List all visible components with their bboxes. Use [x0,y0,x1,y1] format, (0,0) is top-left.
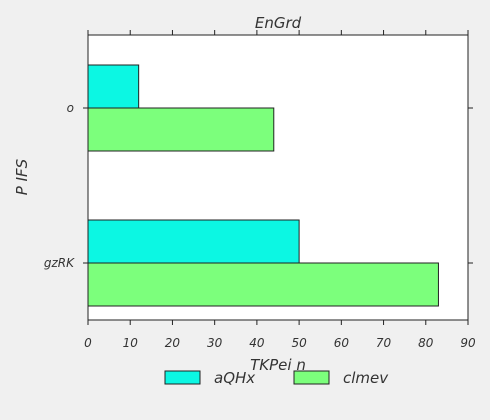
x-tick-label: 30 [207,336,223,350]
legend-swatch-aQHx [164,370,201,385]
x-tick-label: 10 [123,336,139,350]
bar-clmev-gzRK [87,262,439,307]
chart-title: EnGrd [255,14,302,32]
x-tick-label: 0 [84,336,92,350]
bar-aQHx-gzRK [87,219,300,264]
legend-label-aQHx: aQHx [214,369,255,387]
bar-clmev-o [87,107,275,152]
legend-label-clmev: clmev [343,369,389,387]
y-tick-label: gzRK [44,256,75,270]
x-tick-label: 80 [418,336,434,350]
x-tick-label: 40 [249,336,265,350]
x-tick-label: 20 [165,336,181,350]
x-axis-label: TKPei n [250,356,306,374]
bars-group [87,64,439,307]
x-tick-label: 90 [460,336,476,350]
x-tick-label: 60 [334,336,350,350]
ticks-group: o gzRK 0 10 20 30 40 50 60 70 80 90 [44,30,476,350]
y-axis-label: P IFS [13,158,31,195]
legend: aQHx clmev [164,369,389,387]
plot-frame [87,34,469,321]
bar-aQHx-o [87,64,140,109]
y-tick-label: o [67,101,74,115]
x-tick-label: 70 [376,336,392,350]
legend-swatch-clmev [293,370,330,385]
x-tick-label: 50 [291,336,307,350]
